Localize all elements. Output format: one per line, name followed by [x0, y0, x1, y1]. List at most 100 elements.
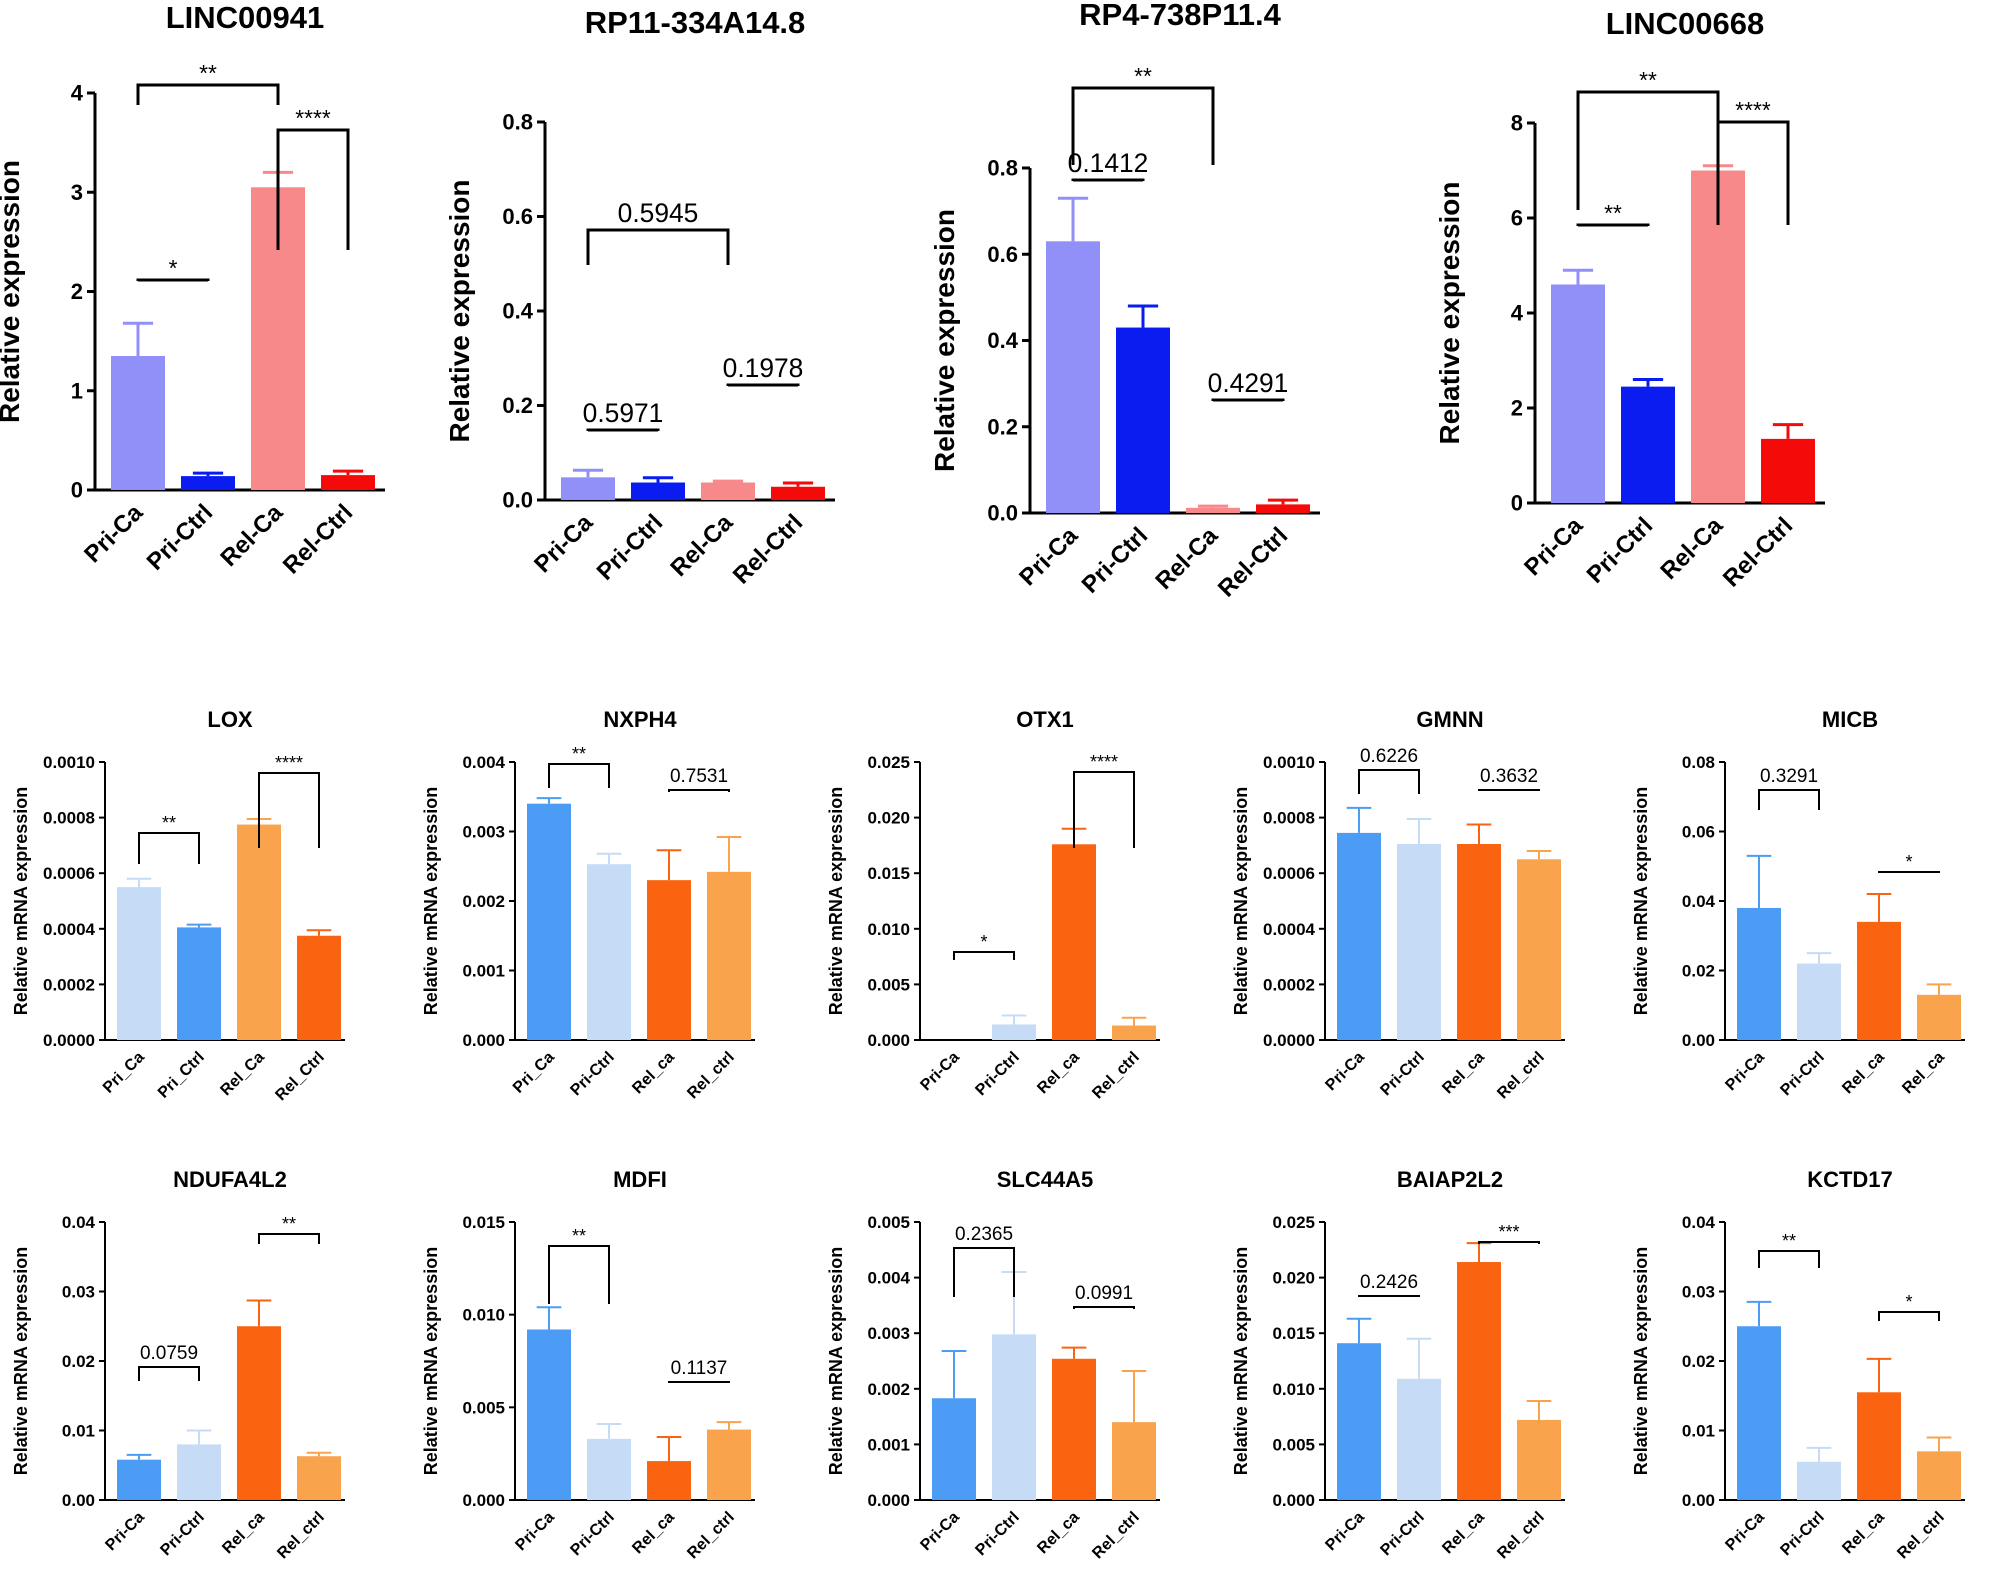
y-tick-label: 0.02 — [62, 1352, 95, 1371]
y-tick-label: 0 — [71, 478, 83, 503]
chart-title: GMNN — [1416, 707, 1483, 732]
x-tick-label: Pri-Ca — [1014, 522, 1084, 592]
bar — [1186, 507, 1240, 513]
x-tick-label: Pri_Ca — [100, 1049, 148, 1097]
significance-label: 0.4291 — [1208, 368, 1289, 398]
y-axis-label: Relative mRNA expression — [1631, 787, 1651, 1015]
y-axis-label: Relative mRNA expression — [421, 1247, 441, 1475]
y-tick-label: 0.0006 — [1263, 864, 1315, 883]
x-tick-label: Rel_ctrl — [684, 1509, 738, 1563]
chart-mdfi: MDFI 0.000 0.005 0.010 0.015 Relative mRNA ex… — [421, 1167, 755, 1562]
significance-label: 0.7531 — [670, 766, 728, 787]
y-tick-label: 0.03 — [62, 1282, 95, 1301]
chart-title: RP11-334A14.8 — [585, 5, 806, 40]
y-tick-label: 2 — [1511, 396, 1523, 421]
y-tick-label: 0.0002 — [1263, 975, 1315, 994]
significance-label: ** — [572, 1226, 586, 1246]
y-tick-label: 0.04 — [62, 1213, 96, 1232]
x-tick-label: Rel-Ctrl — [278, 499, 358, 579]
chart-title: RP4-738P11.4 — [1079, 0, 1281, 32]
y-tick-label: 0.010 — [462, 1306, 505, 1325]
significance-bracket — [586, 428, 660, 432]
y-tick-label: 0.002 — [867, 1380, 910, 1399]
x-tick-label: Rel_ca — [1899, 1049, 1948, 1098]
y-tick-label: 0.04 — [1682, 1213, 1716, 1232]
y-tick-label: 8 — [1511, 111, 1523, 136]
y-tick-label: 0.001 — [867, 1435, 910, 1454]
x-tick-label: Rel_ca — [1839, 1049, 1888, 1098]
bar — [1337, 1343, 1381, 1500]
bar — [1797, 963, 1841, 1040]
significance-label: 0.0759 — [140, 1343, 198, 1364]
y-axis-label: Relative expression — [929, 209, 960, 472]
x-tick-label: Pri_Ca — [510, 1049, 558, 1097]
bar — [1397, 844, 1441, 1040]
bar — [177, 1444, 221, 1500]
y-tick-label: 0.000 — [1272, 1491, 1315, 1510]
bar — [1337, 832, 1381, 1040]
significance-bracket — [1758, 1250, 1820, 1268]
bar — [1457, 1262, 1501, 1500]
significance-label: **** — [1090, 752, 1118, 772]
chart-micb: MICB 0.00 0.02 0.04 0.06 0.08 Relative mRNA ex… — [1631, 707, 1965, 1099]
chart-title: BAIAP2L2 — [1397, 1167, 1503, 1192]
bar — [1691, 170, 1745, 503]
chart-title: NXPH4 — [603, 707, 677, 732]
significance-label: **** — [1735, 97, 1771, 123]
significance-bracket — [136, 278, 210, 282]
significance-bracket — [138, 832, 200, 864]
bar — [771, 486, 825, 500]
y-tick-label: 0.0 — [987, 501, 1018, 526]
bar — [932, 1398, 976, 1500]
y-tick-label: 0.004 — [867, 1269, 910, 1288]
significance-bracket — [548, 763, 610, 788]
bar — [992, 1024, 1036, 1040]
significance-bracket — [726, 383, 800, 387]
x-tick-label: Pri-Ca — [102, 1509, 147, 1554]
y-tick-label: 0.015 — [462, 1213, 505, 1232]
x-tick-label: Pri-Ctrl — [1077, 522, 1154, 599]
y-tick-label: 3 — [71, 180, 83, 205]
y-axis-label: Relative mRNA expression — [1231, 1247, 1251, 1475]
bar — [117, 1459, 161, 1500]
significance-bracket — [1758, 789, 1820, 810]
x-tick-label: Pri-Ctrl — [592, 509, 669, 586]
bar — [587, 1438, 631, 1500]
significance-label: * — [169, 255, 178, 281]
significance-bracket — [953, 1247, 1015, 1297]
bar — [1517, 859, 1561, 1040]
y-tick-label: 0.6 — [987, 242, 1018, 267]
significance-label: ** — [162, 813, 176, 833]
y-axis-label: Relative mRNA expression — [826, 1247, 846, 1475]
significance-bracket — [1358, 1295, 1420, 1297]
x-tick-label: Pri-Ctrl — [1777, 1049, 1827, 1099]
chart-ndufa4l2: NDUFA4L2 0.00 0.01 0.02 0.03 0.04 Relative mRN… — [11, 1167, 345, 1562]
significance-label: ** — [199, 60, 217, 86]
x-tick-label: Rel_ca — [219, 1509, 268, 1558]
y-axis-label: Relative mRNA expression — [11, 787, 31, 1015]
significance-bracket — [276, 128, 350, 250]
significance-bracket — [1878, 1311, 1940, 1321]
bar — [631, 482, 685, 500]
x-tick-label: Pri_Ctrl — [155, 1049, 208, 1102]
x-tick-label: Pri-Ca — [79, 499, 149, 569]
chart-gmnn: GMNN 0.0000 0.0002 0.0004 0.0006 0.0008 0.0010… — [1231, 707, 1565, 1102]
y-tick-label: 2 — [71, 279, 83, 304]
y-tick-label: 0.4 — [987, 328, 1018, 353]
y-tick-label: 0.2 — [502, 393, 533, 418]
x-tick-label: Rel-Ctrl — [1718, 512, 1798, 592]
chart-title: KCTD17 — [1807, 1167, 1893, 1192]
y-tick-label: 0.06 — [1682, 822, 1715, 841]
bar — [297, 935, 341, 1040]
y-tick-label: 0.0008 — [1263, 809, 1315, 828]
x-tick-label: Rel_ctrl — [1494, 1509, 1548, 1563]
y-tick-label: 0.8 — [987, 156, 1018, 181]
x-tick-label: Pri-Ca — [529, 509, 599, 579]
chart-kctd17: KCTD17 0.00 0.01 0.02 0.03 0.04 Relative mRNA … — [1631, 1167, 1965, 1562]
bar — [1797, 1461, 1841, 1500]
bar — [1256, 504, 1310, 513]
bar — [1052, 1358, 1096, 1500]
chart-title: LINC00941 — [166, 0, 325, 35]
y-tick-label: 0.005 — [462, 1398, 505, 1417]
